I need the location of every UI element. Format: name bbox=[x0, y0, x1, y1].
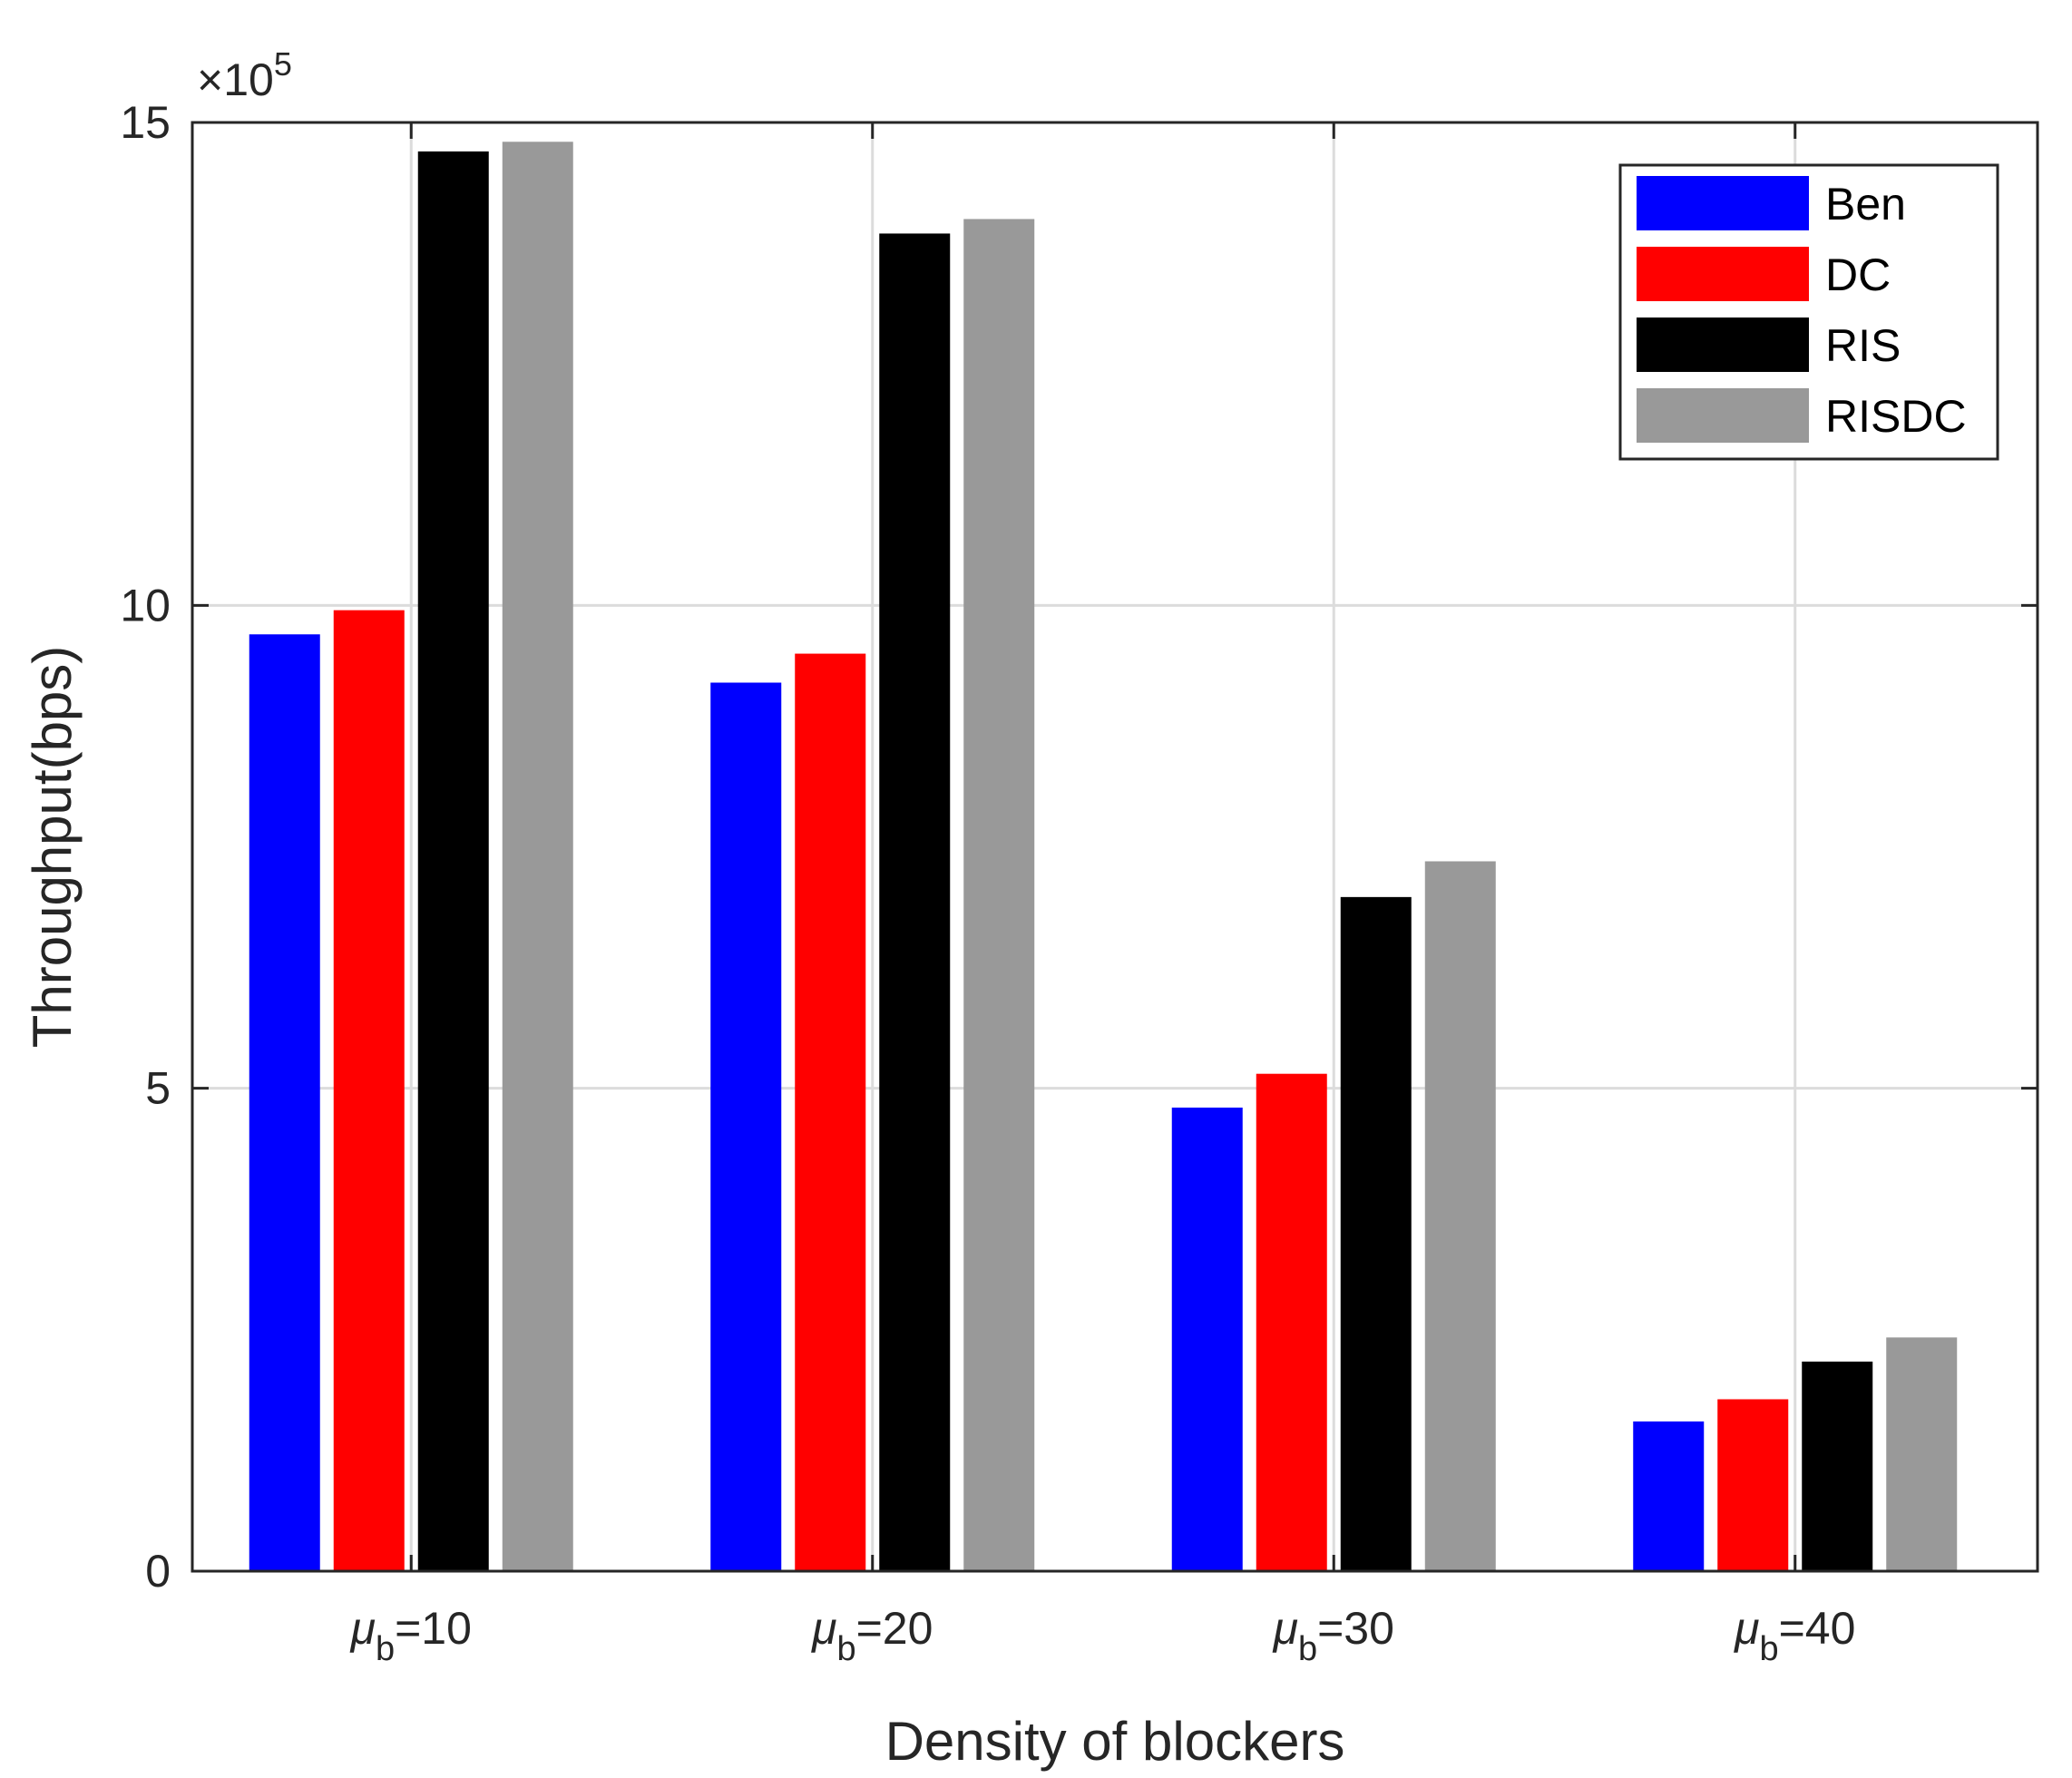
legend-swatch-ris bbox=[1637, 318, 1809, 372]
x-tick-label: μb=30 bbox=[1272, 1603, 1394, 1668]
legend-swatch-dc bbox=[1637, 247, 1809, 301]
legend-swatch-risdc bbox=[1637, 388, 1809, 443]
y-axis-ticks: 0 5 10 15 bbox=[120, 97, 2038, 1597]
bar-ben-2 bbox=[710, 682, 782, 1571]
bar-risdc-4 bbox=[1886, 1337, 1958, 1571]
bar-dc-2 bbox=[795, 653, 866, 1571]
axes-frame bbox=[191, 121, 2039, 1573]
bars-layer bbox=[249, 142, 1958, 1572]
bar-ris-1 bbox=[417, 151, 489, 1572]
bar-dc-3 bbox=[1256, 1073, 1327, 1571]
legend-label-risdc: RISDC bbox=[1825, 391, 1967, 442]
legend-label-ris: RIS bbox=[1825, 320, 1901, 371]
bar-dc-4 bbox=[1717, 1399, 1789, 1571]
bar-ris-4 bbox=[1802, 1361, 1873, 1571]
bar-ben-4 bbox=[1633, 1421, 1705, 1571]
y-tick-label: 0 bbox=[145, 1546, 171, 1597]
legend: Ben DC RIS RISDC bbox=[1618, 163, 1999, 461]
legend-label-dc: DC bbox=[1825, 249, 1891, 300]
y-axis-label: Throughput(bps) bbox=[22, 646, 83, 1049]
bar-dc-1 bbox=[333, 610, 405, 1571]
bar-ben-3 bbox=[1171, 1107, 1243, 1571]
y-tick-label: 15 bbox=[120, 97, 171, 148]
y-tick-label: 5 bbox=[145, 1063, 171, 1114]
y-tick-label: 10 bbox=[120, 580, 171, 630]
bar-risdc-2 bbox=[963, 219, 1035, 1571]
grid-lines bbox=[192, 122, 2038, 1571]
x-tick-label: μb=20 bbox=[810, 1603, 933, 1668]
bar-risdc-1 bbox=[502, 142, 573, 1571]
x-tick-label: μb=10 bbox=[349, 1603, 472, 1668]
bar-ris-2 bbox=[879, 233, 951, 1572]
y-axis-exponent: ×105 bbox=[197, 45, 292, 105]
x-axis-ticks: μb=10 μb=20 μb=30 μb=40 bbox=[349, 122, 1855, 1668]
plot-frame bbox=[191, 121, 2039, 1573]
legend-label-ben: Ben bbox=[1825, 179, 1906, 230]
bar-risdc-3 bbox=[1424, 861, 1496, 1571]
bar-ben-1 bbox=[249, 634, 320, 1571]
bar-ris-3 bbox=[1340, 896, 1412, 1571]
x-tick-label: μb=40 bbox=[1733, 1603, 1855, 1668]
x-axis-label: Density of blockers bbox=[885, 1711, 1345, 1772]
legend-swatch-ben bbox=[1637, 176, 1809, 230]
